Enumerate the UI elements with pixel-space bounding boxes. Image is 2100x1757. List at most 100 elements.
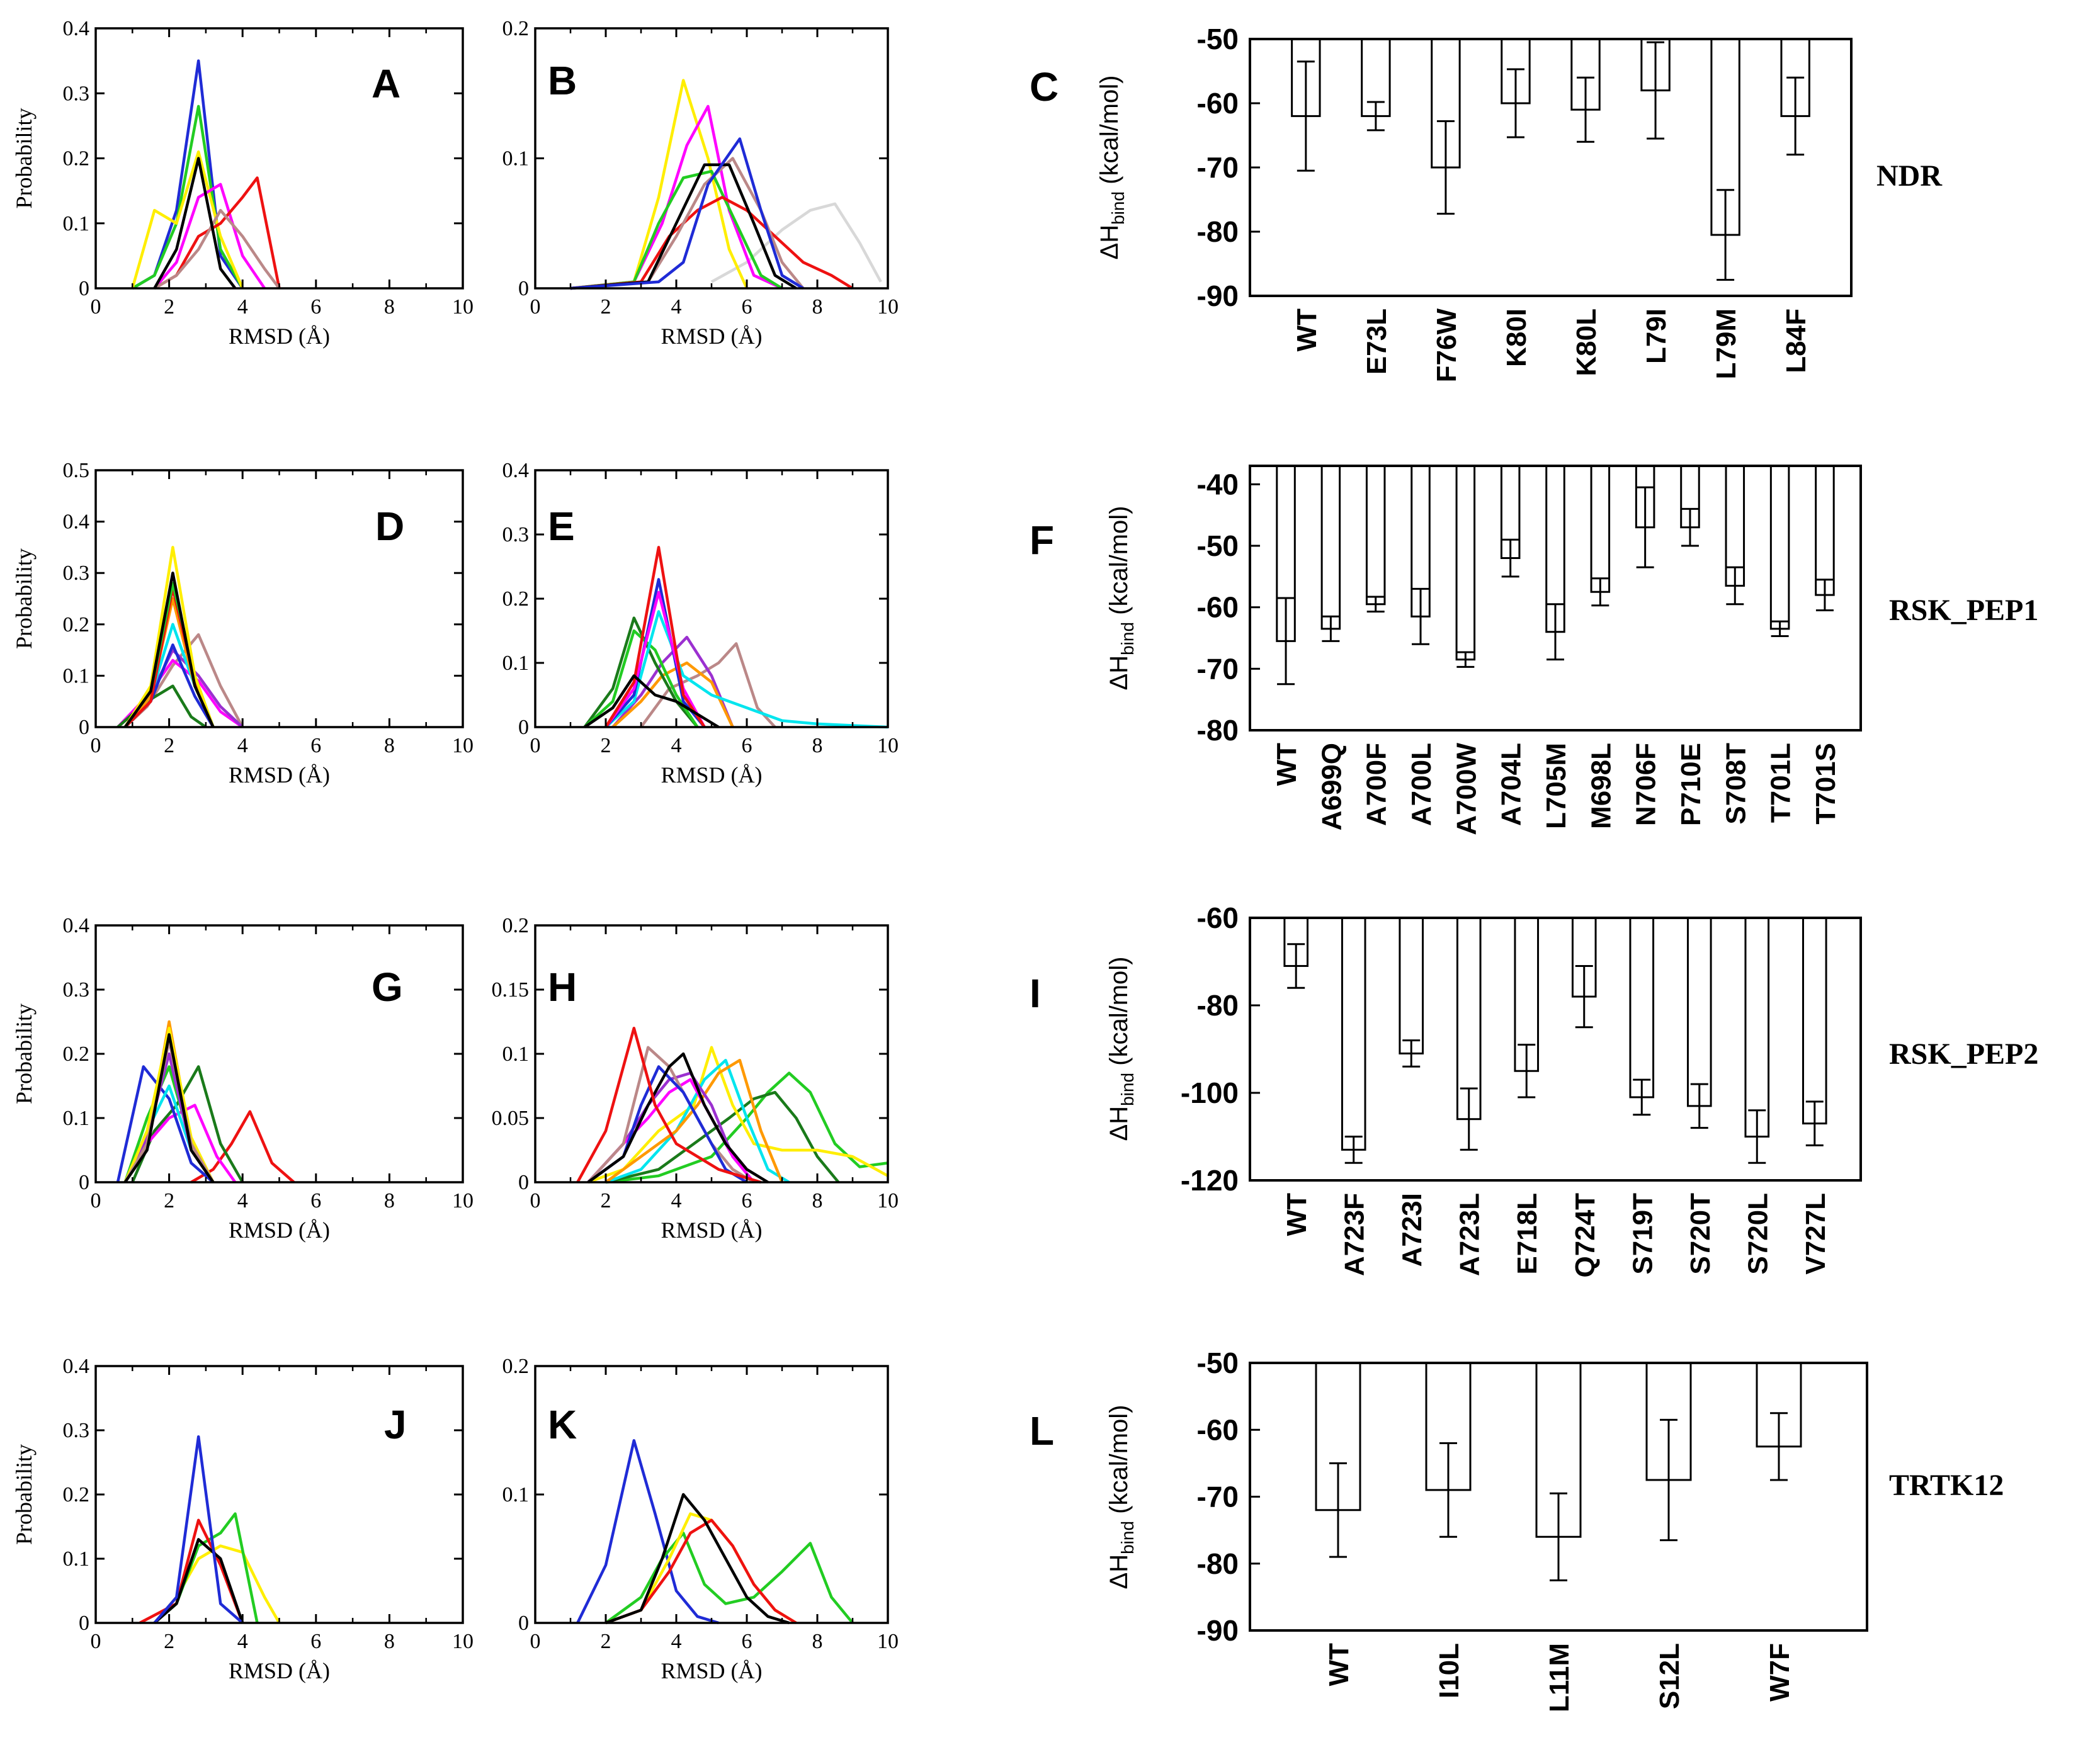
- series-line-red: [604, 546, 706, 728]
- x-axis-label: RMSD (Å): [229, 1217, 330, 1243]
- series-line-green: [604, 1531, 854, 1624]
- y-tick-label: 0: [79, 1612, 89, 1635]
- chart-panel-B: 0 2 4 6 8 10 0 0.1 0.2 RMSD (Å) B: [502, 17, 899, 349]
- y-tick-label: 0.1: [502, 652, 530, 675]
- chart-panel-G: 0 2 4 6 8 10 0 0.1 0.2 0.3 0.4 RMSD (Å) Probability G: [11, 914, 474, 1243]
- x-tick-label: 2: [601, 734, 611, 757]
- series-line-magenta: [153, 183, 266, 290]
- bar: [1769, 465, 1790, 630]
- x-tick-label: 10: [452, 1630, 474, 1653]
- series-line-black: [123, 571, 215, 728]
- plot-frame: [1249, 917, 1862, 1182]
- x-tick-label: 2: [601, 1189, 611, 1212]
- y-tick-label: 0.3: [63, 82, 90, 105]
- plot-frame: [534, 27, 889, 290]
- bar: [1341, 917, 1366, 1151]
- series-line-tan: [154, 208, 281, 290]
- series-side-label: RSK_PEP1: [1889, 594, 2038, 627]
- y-tick-label: -60: [1197, 1413, 1239, 1446]
- series-side-label: TRTK12: [1889, 1469, 2004, 1502]
- y-axis-label-sub: bind: [1118, 1521, 1137, 1554]
- plot-frame: [94, 1365, 464, 1624]
- y-tick-label: 0: [518, 1612, 529, 1635]
- panel-letter: I: [1030, 971, 1041, 1016]
- category-label: A700L: [1406, 743, 1437, 826]
- category-label: N706F: [1631, 743, 1662, 826]
- chart-panel-H: 0 2 4 6 8 10 0 0.05 0.1 0.15 0.2 RMSD (Å) H: [492, 914, 899, 1243]
- panel-letter: L: [1030, 1408, 1054, 1454]
- category-label: K80I: [1501, 308, 1532, 367]
- category-label: S12L: [1654, 1643, 1685, 1709]
- y-tick-label: 0.3: [63, 1419, 90, 1442]
- series-line-cyan: [605, 1058, 790, 1184]
- panel-letter: K: [548, 1402, 577, 1447]
- panel-letter: H: [548, 964, 577, 1010]
- series-side-label: RSK_PEP2: [1889, 1037, 2038, 1071]
- category-label: M698L: [1586, 743, 1616, 829]
- y-tick-label: -80: [1197, 215, 1239, 248]
- category-label: S719T: [1627, 1193, 1658, 1275]
- x-axis-label: RMSD (Å): [661, 1658, 762, 1683]
- x-tick-label: 8: [812, 295, 823, 319]
- series-line-black: [123, 1033, 215, 1184]
- y-axis-label: ΔHbind (kcal/mol): [1105, 957, 1137, 1141]
- x-axis-label: RMSD (Å): [229, 1658, 330, 1683]
- chart-panel-I: WT A723F A723I A723L E718L Q724T S719T S720T S72…: [1030, 901, 2038, 1278]
- category-label: WT: [1291, 308, 1322, 352]
- series-line-magenta: [604, 590, 706, 728]
- chart-panel-L: WT I10L L11M S12L W7F -50 -60 -70 -80 -90 ΔHbind (…: [1030, 1347, 2004, 1712]
- y-tick-label: 0.2: [502, 17, 530, 40]
- panel-letter: B: [548, 58, 577, 103]
- y-axis-label-unit: (kcal/mol): [1105, 1405, 1133, 1521]
- y-axis-label-main: ΔH: [1096, 225, 1123, 260]
- series-line-red: [605, 1518, 797, 1625]
- x-tick-label: 4: [671, 734, 682, 757]
- y-tick-label: -70: [1197, 1481, 1239, 1513]
- bar: [1744, 917, 1770, 1138]
- y-axis-label-main: ΔH: [1105, 1554, 1133, 1590]
- x-tick-label: 2: [164, 1630, 174, 1653]
- x-tick-label: 4: [237, 1630, 248, 1653]
- bar: [1815, 465, 1835, 596]
- y-tick-label: -50: [1197, 23, 1239, 55]
- series-line-blue: [116, 1065, 215, 1184]
- series-line-yellow: [605, 1512, 797, 1625]
- y-tick-label: 0.2: [502, 914, 530, 937]
- y-tick-label: -70: [1197, 151, 1239, 184]
- y-tick-label: -60: [1197, 591, 1239, 624]
- y-tick-label: -60: [1197, 901, 1239, 934]
- y-tick-label: 0.3: [502, 523, 530, 546]
- x-tick-label: 8: [812, 1630, 823, 1653]
- series-line-orange: [604, 1058, 784, 1184]
- chart-panel-A: 0 2 4 6 8 10 0 0.1 0.2 0.3 0.4 RMSD (Å) Probability A: [11, 17, 474, 349]
- y-tick-label: -60: [1197, 87, 1239, 120]
- x-tick-label: 8: [384, 1189, 395, 1212]
- y-tick-label: -50: [1197, 1347, 1239, 1379]
- x-tick-label: 8: [384, 734, 395, 757]
- plot-frame: [1249, 38, 1853, 297]
- panel-letter: A: [372, 61, 400, 106]
- plot-frame: [94, 924, 464, 1184]
- category-label: L84F: [1781, 308, 1812, 373]
- panel-letter: D: [375, 504, 404, 549]
- chart-panel-D: 0 2 4 6 8 10 0 0.1 0.2 0.3 0.4 0.5 RMSD (Å) Probabili…: [11, 459, 474, 788]
- chart-panel-F: WT A699Q A700F A700L A700W A704L L705M M698L N70…: [1030, 465, 2038, 835]
- series-line-lightgray: [710, 202, 882, 283]
- x-tick-label: 6: [742, 1189, 752, 1212]
- category-label: S720L: [1742, 1193, 1773, 1275]
- series-line-yellow: [123, 1026, 215, 1183]
- category-label: A699Q: [1316, 743, 1347, 830]
- series-line-orange: [611, 661, 734, 728]
- y-axis-label: Probability: [11, 548, 37, 649]
- series-line-cyan: [604, 610, 888, 729]
- category-label: A723I: [1397, 1193, 1427, 1267]
- category-label: F76W: [1431, 308, 1462, 383]
- category-label: S708T: [1720, 743, 1751, 825]
- series-side-label: NDR: [1876, 159, 1943, 193]
- chart-panel-K: 0 2 4 6 8 10 0 0.1 0.2 RMSD (Å) K: [502, 1355, 899, 1683]
- x-axis-label: RMSD (Å): [229, 324, 330, 349]
- x-tick-label: 8: [384, 1630, 395, 1653]
- y-axis-label: Probability: [11, 1003, 37, 1104]
- y-tick-label: 0.2: [502, 1355, 530, 1378]
